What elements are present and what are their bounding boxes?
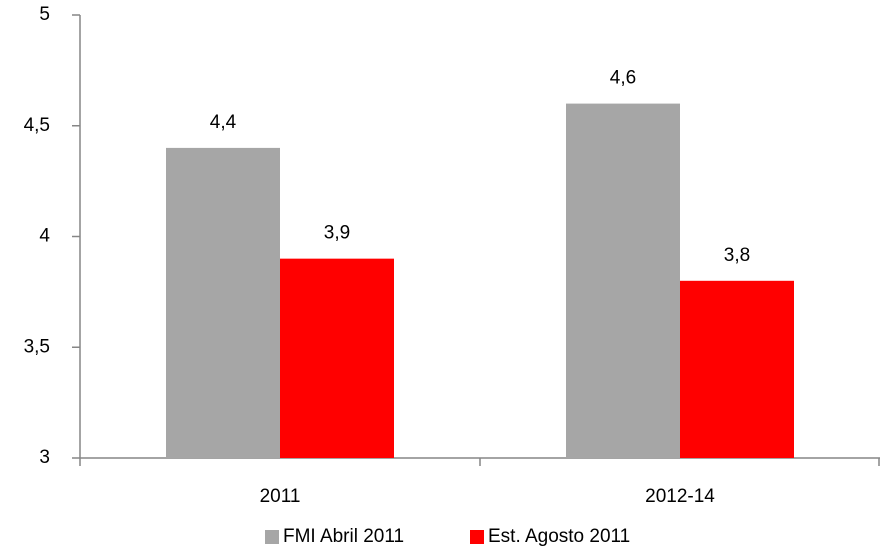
value-label: 3,9	[324, 223, 350, 244]
y-tick-label: 5	[39, 4, 50, 25]
x-tick-label: 2012-14	[645, 486, 715, 507]
bar	[280, 258, 394, 458]
y-tick-label: 4,5	[24, 115, 50, 136]
legend-label: FMI Abril 2011	[283, 526, 404, 547]
y-tick-label: 4	[39, 226, 50, 247]
bar	[166, 147, 280, 458]
value-label: 3,8	[724, 245, 750, 266]
legend-swatch	[470, 530, 484, 544]
x-tick-label: 2011	[260, 486, 301, 507]
y-tick-label: 3	[39, 447, 50, 468]
bar	[566, 103, 680, 458]
value-label: 4,6	[610, 68, 636, 89]
legend-swatch	[265, 530, 279, 544]
y-tick-label: 3,5	[24, 336, 50, 357]
bar	[680, 280, 794, 458]
legend-label: Est. Agosto 2011	[488, 526, 630, 547]
value-label: 4,4	[210, 112, 237, 133]
